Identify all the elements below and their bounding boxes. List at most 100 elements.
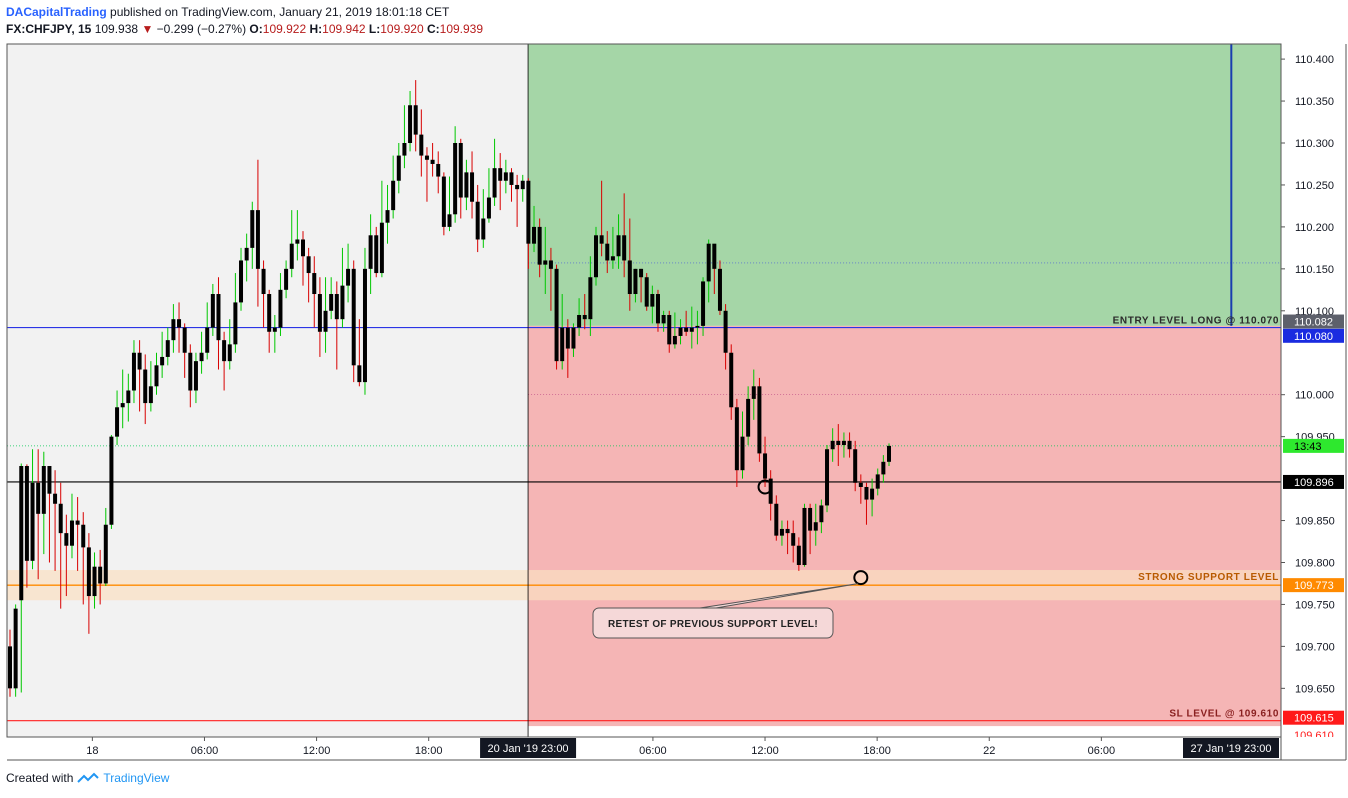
candle	[655, 289, 660, 332]
candle-body	[532, 226, 537, 244]
candle	[13, 604, 18, 697]
candle-body	[13, 608, 18, 689]
candle-body	[655, 294, 660, 324]
high-value: 109.942	[322, 22, 366, 36]
candle-body	[374, 235, 379, 274]
candle	[526, 178, 531, 269]
candle	[796, 537, 801, 571]
candle-body	[171, 319, 176, 341]
change-value: −0.299 (−0.27%)	[156, 22, 247, 36]
candle	[419, 109, 424, 177]
candle-body	[205, 327, 210, 353]
candle	[24, 464, 29, 588]
candle	[701, 277, 706, 336]
candle	[8, 629, 12, 697]
price-axis[interactable]: 110.400 110.350 110.300 110.250 110.200 110.1…	[1281, 54, 1345, 759]
candle	[81, 512, 86, 605]
candle	[678, 319, 683, 345]
candle	[717, 260, 722, 315]
candle	[633, 268, 638, 303]
candle	[887, 443, 891, 467]
candle	[284, 260, 289, 299]
candle	[858, 474, 863, 504]
sl-level-label: SL LEVEL @ 109.610	[1169, 709, 1279, 720]
y-tick-label: 110.250	[1295, 180, 1334, 192]
candle-body	[470, 172, 475, 202]
candle	[594, 226, 598, 286]
candle	[543, 226, 548, 295]
candle	[532, 205, 537, 253]
time-axis[interactable]: 18 06:00 12:00 18:00 06:00 12:00 18:00 22 06:00 2…	[86, 737, 1279, 758]
y-tick-label: 110.150	[1295, 264, 1334, 276]
candle	[627, 218, 632, 311]
candle-body	[633, 268, 638, 295]
callout-text: RETEST OF PREVIOUS SUPPORT LEVEL!	[608, 619, 818, 630]
candle	[69, 493, 74, 559]
candle	[160, 331, 165, 378]
candle-body	[622, 235, 627, 261]
open-label: O:	[249, 22, 263, 36]
candle-body	[830, 440, 835, 450]
candle-body	[825, 449, 830, 506]
candle	[537, 218, 542, 278]
candle	[210, 283, 215, 336]
candle-body	[98, 566, 103, 584]
candle	[746, 386, 751, 446]
candle-body	[295, 239, 300, 244]
candle	[729, 344, 734, 420]
candle-body	[543, 260, 548, 265]
risk-zone	[528, 325, 1281, 727]
last-price: 109.938	[94, 22, 139, 36]
y-tick-label: 109.800	[1295, 557, 1335, 569]
y-tick-label: 110.300	[1295, 138, 1334, 150]
y-tick-label: 109.650	[1295, 683, 1335, 695]
candle-body	[222, 340, 227, 362]
candle-body	[239, 260, 244, 303]
candle	[813, 503, 818, 546]
symbol-label[interactable]: FX:CHFJPY, 15	[6, 22, 92, 36]
candle	[492, 138, 497, 206]
callout-box	[592, 607, 834, 639]
candle-body	[261, 268, 266, 295]
candle-body	[684, 327, 689, 332]
sl-tag	[1283, 710, 1344, 725]
candle-body	[255, 210, 260, 269]
candle	[639, 268, 644, 303]
candle	[870, 478, 875, 517]
x-tick-label: 06:00	[639, 745, 667, 757]
x-tick-label: 18:00	[863, 745, 891, 757]
axis-corner	[1282, 737, 1345, 759]
candle-body	[346, 268, 351, 286]
candle	[763, 436, 768, 487]
candle-body	[351, 268, 356, 366]
candle	[605, 231, 610, 274]
candle	[368, 214, 373, 295]
candle-body	[396, 155, 401, 181]
candle	[346, 243, 351, 303]
candle	[757, 377, 762, 462]
candle-body	[864, 486, 869, 500]
candle-body	[734, 407, 739, 471]
candle-body	[712, 243, 717, 269]
candle	[205, 302, 210, 360]
candle-body	[791, 533, 796, 546]
candle	[75, 497, 80, 571]
x-marker-tag	[480, 738, 577, 758]
candle	[98, 549, 103, 605]
current-tag	[1283, 474, 1344, 489]
candle	[402, 105, 407, 169]
candle	[250, 201, 255, 269]
candle	[413, 80, 418, 152]
candle-body	[53, 493, 58, 504]
candle-body	[199, 352, 204, 362]
candle-body	[599, 235, 604, 244]
candle	[222, 331, 227, 391]
candle	[30, 449, 35, 570]
author-link[interactable]: DACapitalTrading	[6, 5, 107, 19]
candle	[520, 174, 525, 202]
brand-link[interactable]: TradingView	[103, 771, 170, 785]
candle	[498, 153, 503, 211]
candle	[103, 507, 108, 586]
candle-body	[160, 356, 165, 366]
